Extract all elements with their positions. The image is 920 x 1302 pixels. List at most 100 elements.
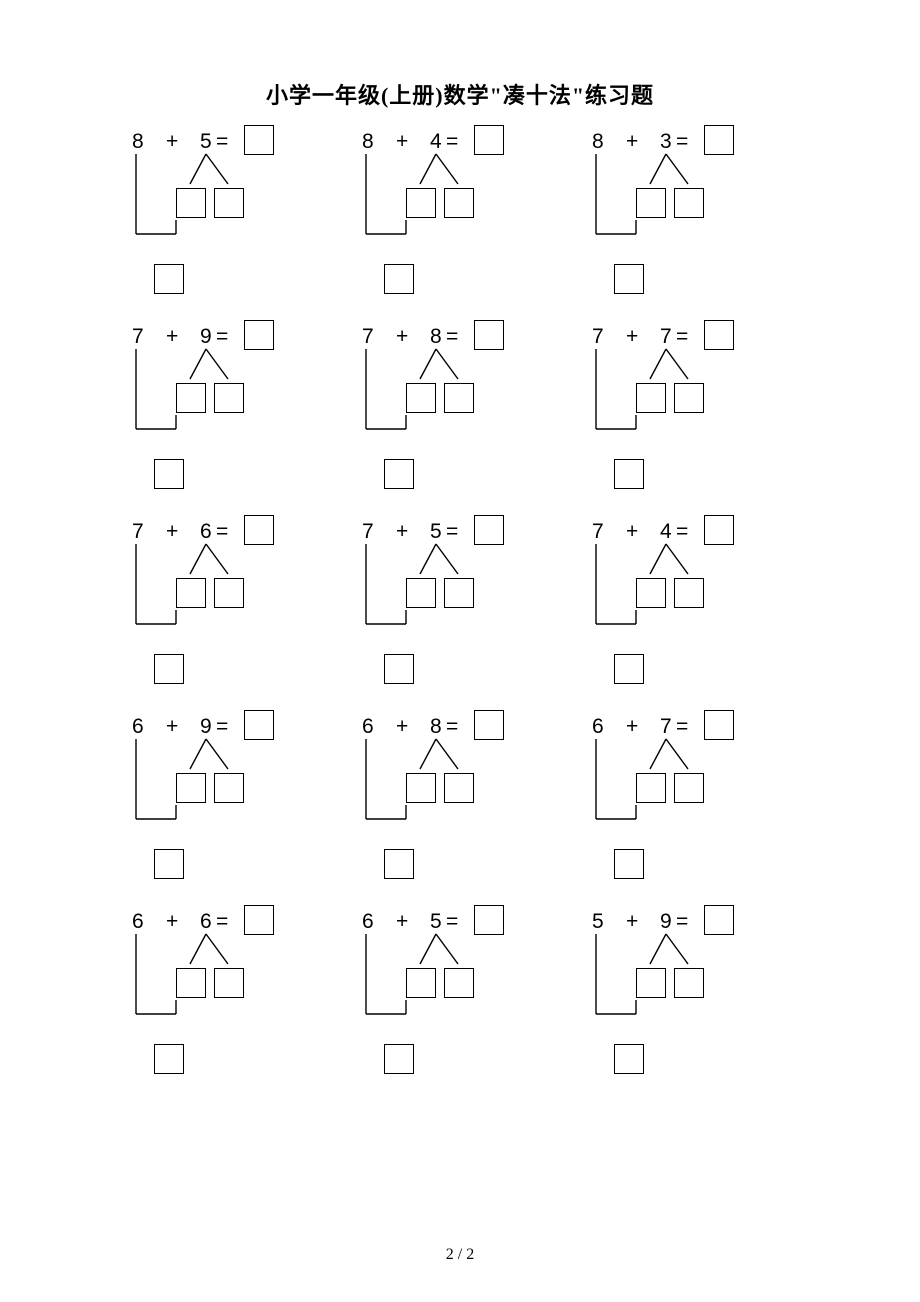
split-box-left[interactable]	[176, 968, 206, 998]
ten-sum-box[interactable]	[384, 1044, 414, 1074]
operand-b: 3	[660, 130, 672, 154]
ten-sum-box[interactable]	[614, 459, 644, 489]
answer-box[interactable]	[474, 710, 504, 740]
split-box-right[interactable]	[674, 968, 704, 998]
split-box-right[interactable]	[214, 968, 244, 998]
answer-box[interactable]	[474, 905, 504, 935]
answer-box[interactable]	[704, 905, 734, 935]
split-box-right[interactable]	[444, 188, 474, 218]
split-box-left[interactable]	[176, 773, 206, 803]
split-box-right[interactable]	[214, 578, 244, 608]
equals-sign: =	[216, 715, 228, 739]
problem-cell: 7+8=	[348, 321, 578, 516]
ten-sum-box[interactable]	[384, 654, 414, 684]
ten-sum-box[interactable]	[384, 849, 414, 879]
problem-cell: 6+6=	[118, 906, 348, 1101]
problem-cell: 7+9=	[118, 321, 348, 516]
split-box-right[interactable]	[444, 578, 474, 608]
page-number: 2 / 2	[0, 1246, 920, 1264]
problem-lines	[118, 321, 348, 516]
split-box-left[interactable]	[406, 773, 436, 803]
ten-sum-box[interactable]	[384, 264, 414, 294]
split-box-right[interactable]	[444, 383, 474, 413]
problem-lines	[118, 126, 348, 321]
split-box-right[interactable]	[214, 773, 244, 803]
split-box-right[interactable]	[444, 968, 474, 998]
equals-sign: =	[216, 130, 228, 154]
ten-sum-box[interactable]	[154, 849, 184, 879]
ten-sum-box[interactable]	[614, 654, 644, 684]
split-box-right[interactable]	[674, 578, 704, 608]
equals-sign: =	[676, 910, 688, 934]
split-box-left[interactable]	[636, 773, 666, 803]
equals-sign: =	[676, 325, 688, 349]
split-box-left[interactable]	[406, 578, 436, 608]
answer-box[interactable]	[704, 125, 734, 155]
problem-cell: 8+4=	[348, 126, 578, 321]
split-box-left[interactable]	[176, 383, 206, 413]
worksheet-title: 小学一年级(上册)数学"凑十法"练习题	[0, 78, 920, 110]
split-box-left[interactable]	[636, 578, 666, 608]
problem-lines	[348, 516, 578, 711]
operator: +	[626, 715, 638, 739]
answer-box[interactable]	[474, 320, 504, 350]
ten-sum-box[interactable]	[154, 459, 184, 489]
problem-lines	[348, 711, 578, 906]
ten-sum-box[interactable]	[154, 264, 184, 294]
equals-sign: =	[446, 910, 458, 934]
ten-sum-box[interactable]	[614, 1044, 644, 1074]
answer-box[interactable]	[244, 320, 274, 350]
operator: +	[396, 130, 408, 154]
problem-cell: 6+5=	[348, 906, 578, 1101]
answer-box[interactable]	[244, 515, 274, 545]
ten-sum-box[interactable]	[154, 654, 184, 684]
problem-cell: 6+8=	[348, 711, 578, 906]
split-box-right[interactable]	[674, 773, 704, 803]
split-box-left[interactable]	[406, 188, 436, 218]
answer-box[interactable]	[244, 125, 274, 155]
split-box-right[interactable]	[674, 383, 704, 413]
answer-box[interactable]	[474, 125, 504, 155]
split-box-left[interactable]	[176, 188, 206, 218]
problem-cell: 7+4=	[578, 516, 808, 711]
split-box-right[interactable]	[214, 383, 244, 413]
split-box-left[interactable]	[176, 578, 206, 608]
operand-a: 6	[592, 715, 604, 739]
operand-b: 9	[200, 325, 212, 349]
equals-sign: =	[216, 325, 228, 349]
split-box-left[interactable]	[636, 968, 666, 998]
problem-lines	[118, 711, 348, 906]
answer-box[interactable]	[704, 320, 734, 350]
problem-lines	[578, 516, 808, 711]
problem-cell: 7+7=	[578, 321, 808, 516]
equals-sign: =	[676, 520, 688, 544]
ten-sum-box[interactable]	[384, 459, 414, 489]
operator: +	[626, 325, 638, 349]
ten-sum-box[interactable]	[154, 1044, 184, 1074]
split-box-left[interactable]	[406, 383, 436, 413]
split-box-right[interactable]	[674, 188, 704, 218]
split-box-left[interactable]	[636, 383, 666, 413]
problem-lines	[578, 126, 808, 321]
split-box-right[interactable]	[444, 773, 474, 803]
equals-sign: =	[446, 520, 458, 544]
operand-a: 6	[132, 715, 144, 739]
operator: +	[626, 130, 638, 154]
answer-box[interactable]	[244, 710, 274, 740]
answer-box[interactable]	[704, 710, 734, 740]
ten-sum-box[interactable]	[614, 849, 644, 879]
split-box-left[interactable]	[406, 968, 436, 998]
operand-a: 6	[132, 910, 144, 934]
answer-box[interactable]	[244, 905, 274, 935]
operand-b: 9	[660, 910, 672, 934]
problem-lines	[578, 711, 808, 906]
split-box-left[interactable]	[636, 188, 666, 218]
answer-box[interactable]	[474, 515, 504, 545]
equals-sign: =	[676, 715, 688, 739]
split-box-right[interactable]	[214, 188, 244, 218]
problem-grid: 8+5=8+4=8+3=7+9=7+8=7+7=7+6=7+5=7+4=6+9=…	[118, 126, 808, 1101]
operand-b: 5	[430, 910, 442, 934]
operator: +	[166, 715, 178, 739]
answer-box[interactable]	[704, 515, 734, 545]
ten-sum-box[interactable]	[614, 264, 644, 294]
